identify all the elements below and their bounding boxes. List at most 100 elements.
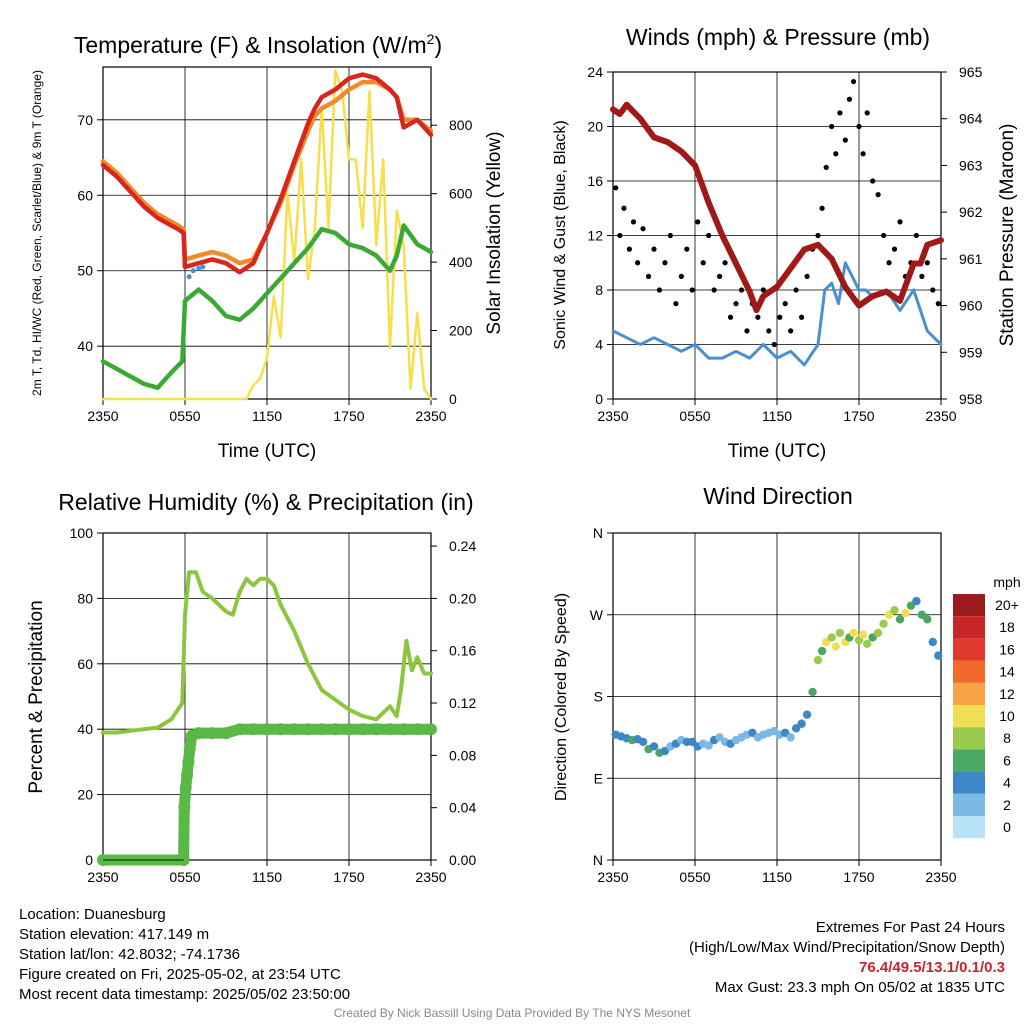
extremes-info: Extremes For Past 24 Hours (High/Low/Max… bbox=[689, 918, 1005, 998]
humidity-y-tick-label: 40 bbox=[77, 721, 93, 737]
winds-gust-point bbox=[837, 110, 843, 116]
humidity-y-tick-label: 80 bbox=[77, 590, 93, 606]
humidity-precip-point bbox=[181, 768, 194, 781]
direction-point bbox=[934, 651, 943, 660]
winds-y-right-tick-label: 965 bbox=[959, 64, 983, 80]
title-superscript: 2 bbox=[427, 31, 435, 47]
winds-gust-point bbox=[846, 96, 853, 102]
winds-x-tick-label: 1150 bbox=[762, 408, 792, 424]
humidity-y-right-tick-label: 0.16 bbox=[449, 643, 476, 659]
winds-gust-point bbox=[695, 219, 701, 225]
temperature-x-tick-label: 1750 bbox=[333, 408, 364, 424]
humidity-x-tick-label: 1150 bbox=[252, 869, 282, 885]
humidity-precip-point bbox=[261, 723, 273, 736]
humidity-precip-point bbox=[343, 723, 355, 736]
direction-point bbox=[802, 710, 812, 719]
winds-x-tick-label: 2350 bbox=[925, 408, 956, 424]
direction-point bbox=[817, 646, 827, 656]
winds-gust-point bbox=[935, 301, 941, 307]
direction-y-axis-label: Direction (Colored By Speed) bbox=[553, 593, 570, 801]
winds-gust-point bbox=[651, 246, 657, 252]
direction-x-tick-label: 0550 bbox=[679, 869, 710, 885]
temperature-windchill-point bbox=[190, 268, 196, 274]
humidity-precip-point bbox=[397, 723, 410, 736]
humidity-precip-point bbox=[247, 723, 260, 736]
humidity-precip-point bbox=[329, 723, 342, 736]
humidity-title: Relative Humidity (%) & Precipitation (i… bbox=[58, 489, 473, 515]
winds-y-tick-label: 20 bbox=[587, 119, 603, 135]
winds-gust-point bbox=[645, 273, 652, 279]
temperature-y-axis-label: 2m T, Td, HI/WC (Red, Green, Scarlet/Blu… bbox=[30, 70, 44, 396]
winds-x-tick-label: 0550 bbox=[679, 408, 710, 424]
direction-point bbox=[923, 615, 932, 624]
winds-gust-point bbox=[815, 232, 821, 239]
temperature-windchill-point bbox=[196, 265, 202, 271]
temperature-series-td bbox=[100, 223, 434, 390]
winds-title: Winds (mph) & Pressure (mb) bbox=[626, 24, 930, 50]
direction-point bbox=[649, 742, 659, 751]
temperature-y-tick-label: 70 bbox=[77, 112, 93, 128]
temperature-y-right-axis-label: Solar Insolation (Yellow) bbox=[484, 131, 505, 334]
speed-legend-swatch bbox=[953, 594, 985, 617]
direction-x-tick-label: 1150 bbox=[762, 869, 792, 885]
humidity-y-tick-label: 20 bbox=[77, 787, 93, 803]
humidity-precip-point bbox=[178, 801, 191, 814]
direction-point bbox=[879, 619, 888, 629]
winds-gust-point bbox=[842, 137, 848, 143]
winds-y-tick-label: 24 bbox=[587, 64, 603, 80]
winds-gust-point bbox=[673, 301, 679, 307]
direction-y-tick-label: N bbox=[593, 852, 603, 868]
speed-legend-swatch bbox=[953, 816, 985, 839]
winds-y-right-tick-label: 959 bbox=[959, 344, 983, 360]
temperature-y-right-tick-label: 800 bbox=[449, 117, 473, 133]
temperature-windchill-point bbox=[186, 274, 192, 280]
direction-point bbox=[638, 737, 648, 747]
station-info: Location: Duanesburg Station elevation: … bbox=[19, 905, 350, 1005]
humidity-precip-point bbox=[274, 723, 287, 736]
temperature-y-right-tick-label: 0 bbox=[449, 391, 457, 407]
humidity-precip-point bbox=[384, 723, 396, 736]
humidity-precip-point bbox=[370, 723, 383, 736]
extremes-subtitle: (High/Low/Max Wind/Precipitation/Snow De… bbox=[689, 939, 1005, 956]
winds-gust-point bbox=[919, 273, 925, 279]
speed-legend-swatch bbox=[953, 749, 985, 772]
winds-gust-point bbox=[722, 260, 728, 266]
temperature-frame bbox=[102, 66, 432, 400]
direction-point bbox=[858, 630, 868, 639]
winds-y-tick-label: 16 bbox=[587, 173, 603, 189]
speed-legend-label: 2 bbox=[1003, 797, 1011, 813]
winds-y-right-tick-label: 961 bbox=[959, 251, 983, 267]
speed-legend-swatch bbox=[953, 638, 985, 661]
temperature-y-tick-label: 50 bbox=[77, 263, 93, 279]
winds-gust-point bbox=[875, 192, 881, 198]
humidity-precip-point bbox=[302, 723, 314, 736]
temperature-panel: 2350 0550 1150 1750 2350 40 50 60 70 0 200 400 600 80… bbox=[77, 66, 473, 424]
humidity-precip-point bbox=[425, 723, 437, 736]
winds-gust-point bbox=[727, 314, 734, 320]
winds-gust-point bbox=[755, 314, 761, 320]
humidity-y-right-tick-label: 0.04 bbox=[449, 800, 476, 816]
speed-legend: mph 20+ 18 16 14 12 10 8 6 4 2 0 bbox=[953, 574, 1021, 839]
humidity-y-right-tick-label: 0.08 bbox=[449, 747, 476, 763]
credit-line: Created By Nick Bassill Using Data Provi… bbox=[333, 1006, 691, 1020]
humidity-y-tick-label: 100 bbox=[70, 525, 94, 541]
speed-legend-swatch bbox=[953, 682, 985, 705]
station-elevation: Station elevation: 417.149 m bbox=[19, 926, 210, 943]
humidity-x-tick-label: 2350 bbox=[87, 869, 118, 885]
direction-y-tick-label: E bbox=[594, 770, 603, 786]
direction-point bbox=[873, 628, 883, 638]
humidity-y-right-tick-label: 0.24 bbox=[449, 538, 476, 554]
winds-x-tick-label: 2350 bbox=[597, 408, 628, 424]
winds-gust-point bbox=[864, 110, 870, 116]
humidity-precip-point bbox=[206, 727, 219, 740]
direction-y-tick-label: W bbox=[590, 607, 604, 623]
winds-gust-point bbox=[886, 260, 892, 266]
winds-x-tick-label: 1750 bbox=[843, 408, 874, 424]
humidity-panel: 2350 0550 1150 1750 23500204060801000.000.04… bbox=[70, 525, 477, 885]
winds-frame bbox=[612, 71, 942, 400]
humidity-precip-point bbox=[288, 723, 301, 736]
temperature-y-tick-label: 60 bbox=[77, 187, 93, 203]
winds-gust-point bbox=[913, 232, 920, 239]
